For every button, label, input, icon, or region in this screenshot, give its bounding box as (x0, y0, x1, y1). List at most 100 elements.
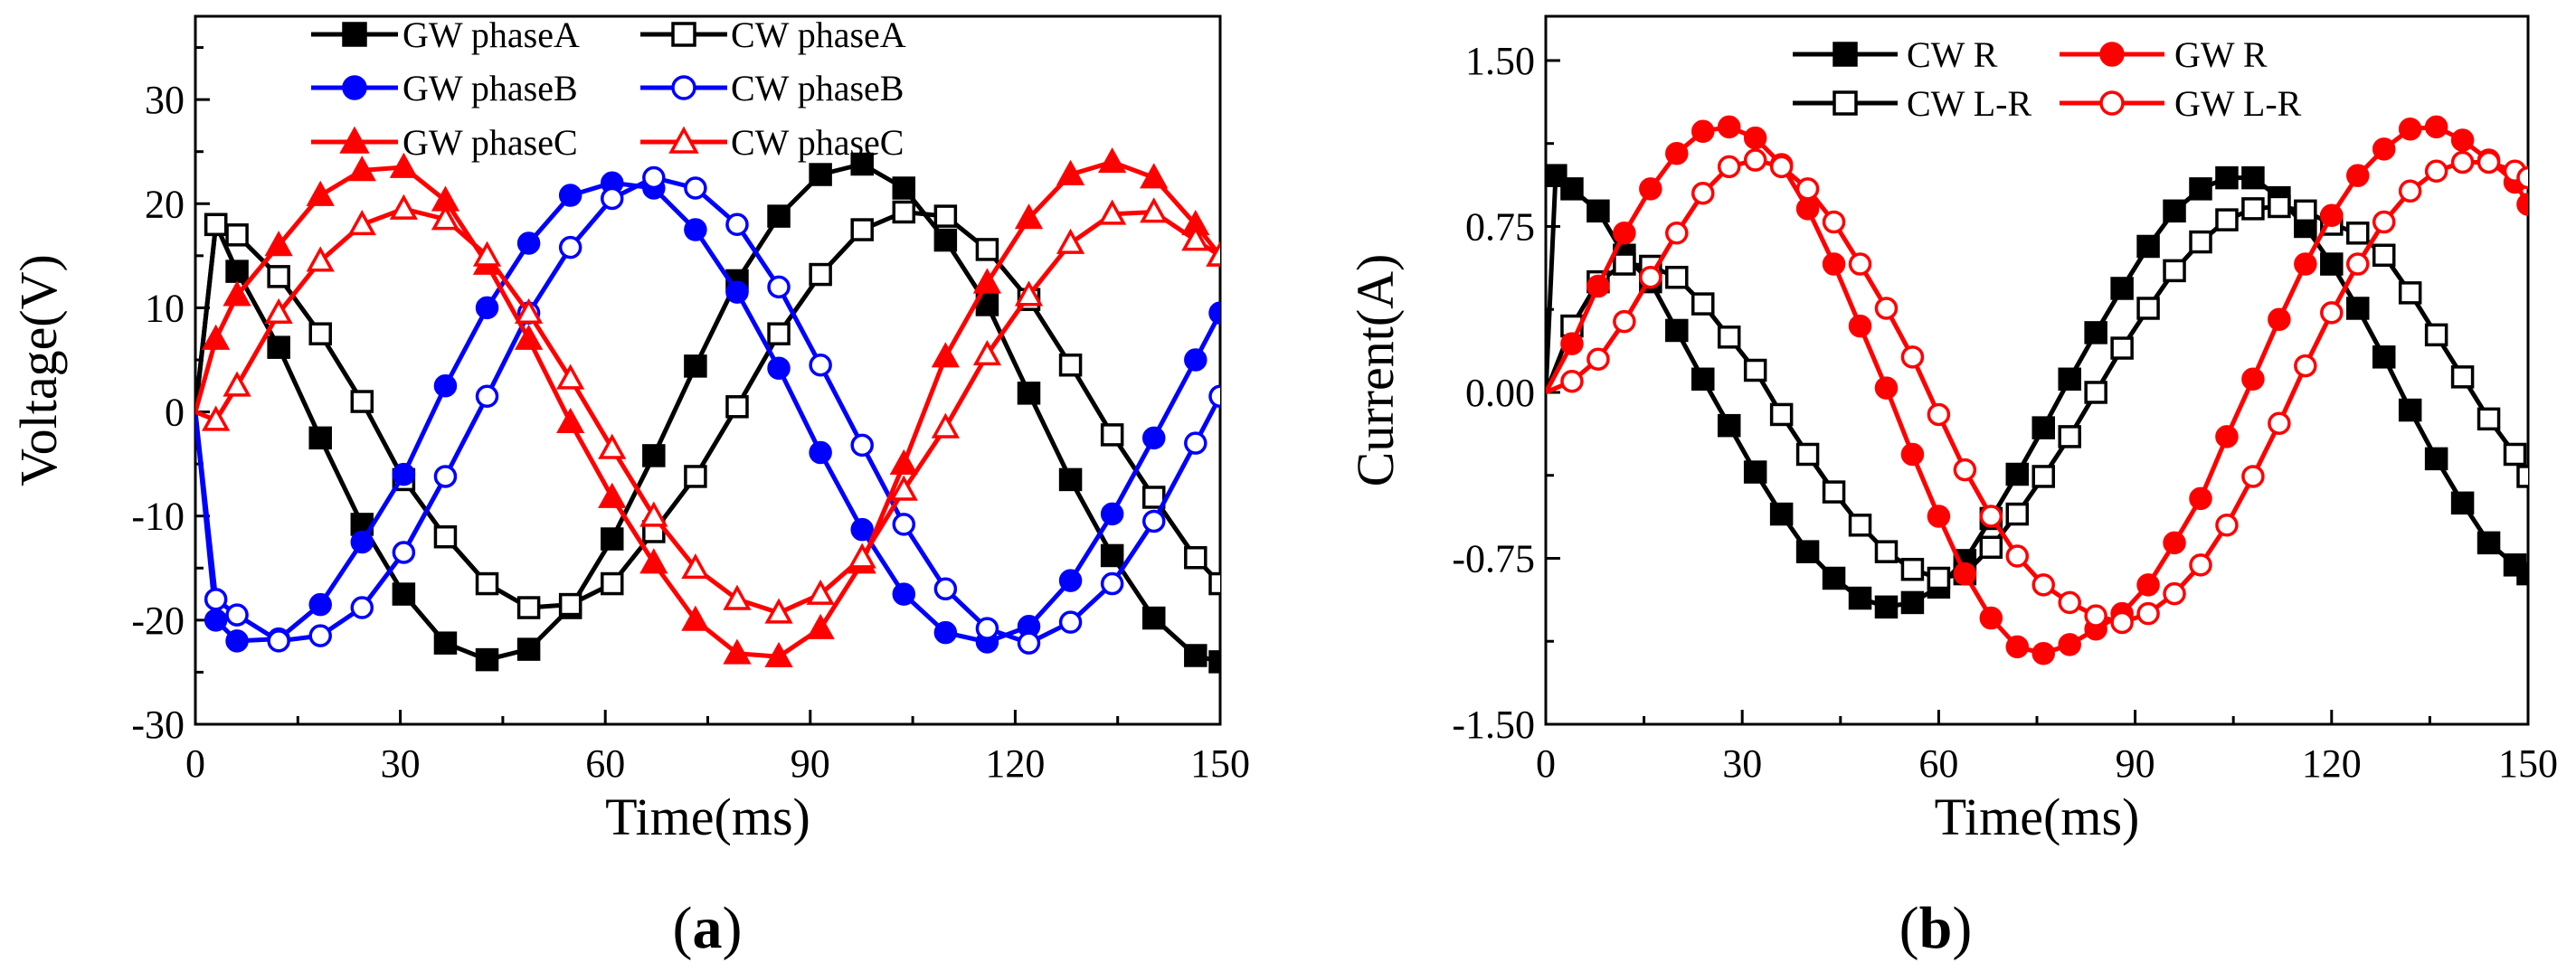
data-point (2268, 307, 2291, 331)
data-point (347, 210, 376, 236)
y-tick-label: 0.75 (1465, 204, 1535, 249)
data-point (2424, 115, 2448, 139)
data-point (725, 395, 749, 419)
data-point (1184, 348, 1208, 372)
data-point (2031, 573, 2055, 597)
data-point (2372, 345, 2396, 369)
x-tick-label: 60 (585, 741, 625, 786)
data-point (2294, 354, 2317, 378)
x-tick-label: 150 (2498, 741, 2558, 786)
series-cw-phasec (195, 193, 1220, 624)
data-point (350, 596, 374, 619)
data-point (767, 322, 791, 345)
data-point (2241, 197, 2265, 221)
data-point (2372, 243, 2396, 268)
data-point (601, 571, 624, 596)
data-point (681, 605, 710, 631)
data-point (558, 592, 582, 617)
legend-label: GW phaseB (402, 68, 578, 109)
data-point (1100, 571, 1124, 596)
data-point (2516, 561, 2528, 586)
data-point (2516, 165, 2528, 190)
data-point (2084, 321, 2107, 344)
data-point (2031, 465, 2055, 488)
data-point (308, 624, 332, 647)
data-point (2163, 259, 2186, 283)
data-point (1613, 222, 1636, 245)
legend-item: CW phaseC (640, 122, 904, 163)
data-point (433, 631, 458, 655)
data-point (1014, 280, 1044, 307)
x-tick-label: 120 (985, 741, 1045, 786)
data-point (2241, 367, 2265, 392)
data-point (2424, 447, 2448, 471)
data-point (598, 482, 627, 508)
data-point (1184, 431, 1208, 455)
data-point (767, 356, 791, 380)
series-cw-l-r (1546, 194, 2528, 590)
data-point (2372, 137, 2396, 161)
data-point (347, 156, 376, 182)
data-point (308, 592, 332, 617)
data-point (1208, 301, 1220, 325)
series-line (1546, 173, 2528, 609)
data-point (1665, 318, 1689, 343)
data-point (767, 204, 791, 228)
data-point (1795, 177, 1820, 201)
data-point (1665, 141, 1689, 165)
data-point (431, 204, 460, 231)
data-point (2136, 601, 2160, 626)
data-point (2477, 531, 2501, 555)
data-point (1141, 426, 1166, 450)
data-point (1141, 486, 1166, 509)
data-point (389, 152, 419, 178)
data-point (2398, 179, 2422, 203)
data-point (1100, 502, 1124, 526)
y-tick-label: -20 (131, 599, 185, 643)
data-point (1769, 502, 1794, 526)
data-point (2450, 150, 2475, 175)
panel-caption: (a) (673, 895, 743, 961)
data-point (306, 180, 335, 206)
data-point (2516, 465, 2528, 488)
data-point (1822, 210, 1846, 234)
data-point (1848, 314, 1872, 338)
data-point (892, 200, 916, 224)
y-axis-title: Current(A) (1346, 254, 1405, 487)
data-point (392, 541, 416, 564)
data-point (1058, 467, 1083, 492)
data-point (2110, 277, 2134, 300)
legend-label: CW phaseC (731, 122, 904, 163)
data-point (2424, 323, 2448, 347)
legend-label: GW R (2174, 34, 2268, 75)
data-point (809, 440, 832, 465)
data-point (850, 433, 874, 458)
data-point (2005, 502, 2030, 526)
legend-item: GW L-R (2060, 83, 2302, 124)
series-gw-phaseb (195, 171, 1220, 654)
caption-open-paren: ( (673, 895, 693, 961)
data-point (1848, 252, 1872, 276)
data-point (1665, 222, 1689, 245)
legend-item: CW R (1793, 34, 1998, 75)
data-point (1560, 332, 1584, 355)
data-point (723, 584, 752, 610)
data-point (1927, 505, 1951, 528)
data-point (202, 405, 231, 431)
data-point (1874, 540, 1899, 563)
data-point (2320, 203, 2344, 227)
data-point (514, 297, 544, 325)
x-tick-label: 0 (185, 741, 205, 786)
x-tick-label: 0 (1536, 741, 1556, 786)
data-point (204, 588, 228, 611)
data-point (767, 275, 791, 299)
data-point (806, 613, 835, 639)
data-point (1141, 606, 1166, 630)
data-point (1017, 631, 1041, 655)
x-axis-title: Time(ms) (1935, 788, 2140, 846)
legend-item: CW phaseA (640, 14, 906, 55)
panel-caption: (b) (1899, 895, 1973, 961)
legend-label: CW phaseA (731, 14, 906, 55)
legend-item: GW phaseC (311, 122, 578, 163)
data-point (933, 204, 958, 228)
